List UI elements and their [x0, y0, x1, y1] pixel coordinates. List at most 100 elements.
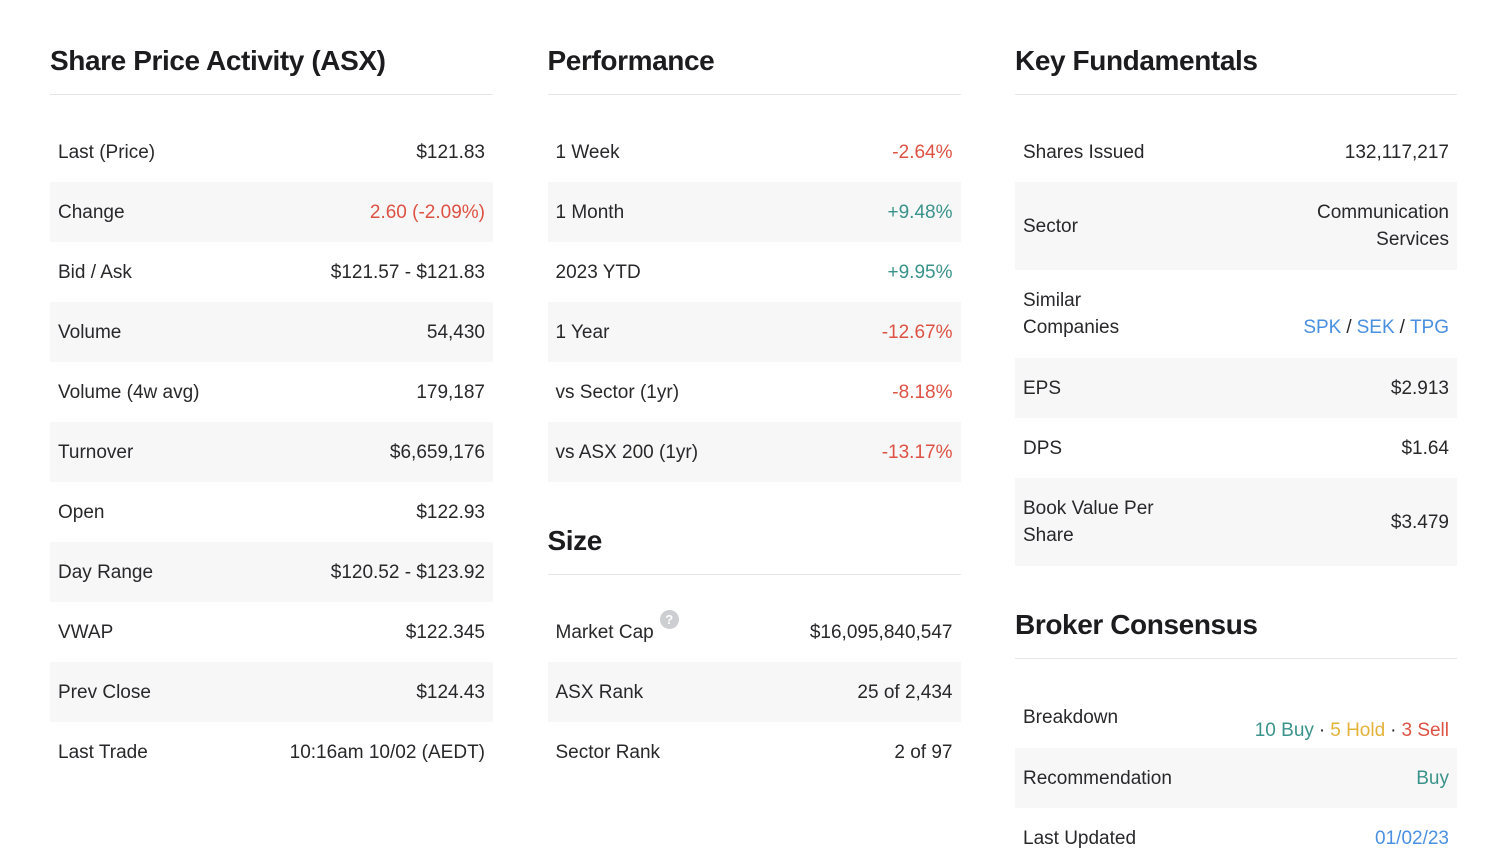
row-label: EPS — [1023, 377, 1062, 399]
share-price-activity-section: Share Price Activity (ASX) Last (Price) … — [50, 46, 493, 868]
row-value: $16,095,840,547 — [809, 621, 953, 643]
row-label: Recommendation — [1023, 767, 1172, 789]
row-2023-ytd: 2023 YTD +9.95% — [548, 242, 961, 302]
row-label: vs ASX 200 (1yr) — [555, 441, 699, 463]
row-value: $122.345 — [405, 621, 485, 643]
size-section: Size Market Cap? $16,095,840,547 ASX Ran… — [547, 526, 961, 782]
row-volume-4w-avg: Volume (4w avg) 179,187 — [50, 362, 493, 422]
row-value: Communication Services — [1317, 202, 1449, 250]
size-table: Market Cap? $16,095,840,547 ASX Rank 25 … — [547, 602, 961, 782]
row-breakdown: Breakdown 10 Buy · 5 Hold · 3 Sell — [1015, 686, 1457, 748]
row-value: 179,187 — [416, 381, 485, 403]
row-label: Book Value Per Share — [1023, 498, 1154, 546]
broker-consensus-title: Broker Consensus — [1015, 610, 1457, 659]
row-value: 54,430 — [426, 321, 485, 343]
row-label: Last Trade — [58, 741, 148, 763]
row-value: $120.52 - $123.92 — [330, 561, 485, 583]
row-vs-sector: vs Sector (1yr) -8.18% — [548, 362, 961, 422]
slash-separator: / — [1399, 317, 1405, 338]
row-value: $124.43 — [416, 681, 485, 703]
row-open: Open $122.93 — [50, 482, 493, 542]
help-icon[interactable]: ? — [659, 609, 679, 629]
row-label: 1 Week — [555, 141, 620, 163]
broker-consensus-section: Broker Consensus Breakdown 10 Buy · 5 Hold… — [1015, 610, 1457, 868]
row-vs-asx-200: vs ASX 200 (1yr) -13.17% — [547, 422, 961, 482]
row-value: +9.95% — [887, 261, 953, 283]
row-value: 10 Buy · 5 Hold · 3 Sell — [1255, 690, 1449, 744]
key-fundamentals-section: Key Fundamentals Shares Issued 132,117,2… — [1015, 46, 1457, 566]
row-value: 2.60 (-2.09%) — [369, 201, 485, 223]
row-value: $2.913 — [1390, 377, 1449, 399]
row-label: Breakdown — [1023, 706, 1119, 728]
row-label: Change — [58, 201, 125, 223]
row-asx-rank: ASX Rank 25 of 2,434 — [547, 662, 961, 722]
row-label: Volume — [58, 321, 122, 343]
row-label: Turnover — [58, 441, 134, 463]
row-book-value-per-share: Book Value Per Share $3.479 — [1015, 478, 1457, 566]
row-value: $6,659,176 — [389, 441, 485, 463]
row-value: -2.64% — [892, 141, 953, 163]
row-market-cap: Market Cap? $16,095,840,547 — [548, 602, 961, 662]
similar-company-link-tpg[interactable]: TPG — [1409, 317, 1449, 338]
row-shares-issued: Shares Issued 132,117,217 — [1015, 122, 1457, 182]
last-updated-link[interactable]: 01/02/23 — [1375, 827, 1449, 849]
market-cap-label: Market Cap — [555, 621, 654, 643]
row-label: Shares Issued — [1023, 141, 1145, 163]
breakdown-sell-count: 3 Sell — [1401, 720, 1449, 741]
key-fundamentals-table: Shares Issued 132,117,217 Sector Communi… — [1015, 122, 1457, 566]
row-value: $121.57 - $121.83 — [330, 261, 485, 283]
row-label: VWAP — [58, 621, 114, 643]
fundamentals-broker-column: Key Fundamentals Shares Issued 132,117,2… — [1015, 46, 1457, 868]
slash-separator: / — [1346, 317, 1352, 338]
row-value: 25 of 2,434 — [857, 681, 953, 703]
row-value: 2 of 97 — [894, 741, 953, 763]
similar-company-link-sek[interactable]: SEK — [1356, 317, 1395, 338]
size-title: Size — [547, 526, 961, 575]
row-label: Similar Companies — [1023, 290, 1120, 338]
performance-title: Performance — [547, 46, 961, 95]
row-value: $3.479 — [1390, 511, 1449, 533]
row-change: Change 2.60 (-2.09%) — [50, 182, 493, 242]
row-last-price: Last (Price) $121.83 — [50, 122, 493, 182]
row-volume: Volume 54,430 — [50, 302, 493, 362]
row-label: 1 Year — [555, 321, 610, 343]
row-label: Open — [58, 501, 105, 523]
row-value: -8.18% — [892, 381, 953, 403]
performance-table: 1 Week -2.64% 1 Month +9.48% 2023 YTD +9… — [547, 122, 961, 482]
share-price-activity-table: Last (Price) $121.83 Change 2.60 (-2.09%… — [50, 122, 493, 782]
recommendation-value: Buy — [1416, 767, 1449, 789]
row-label: Bid / Ask — [58, 261, 132, 283]
row-prev-close: Prev Close $124.43 — [50, 662, 493, 722]
row-label: Volume (4w avg) — [58, 381, 200, 403]
row-label: Prev Close — [58, 681, 151, 703]
performance-size-column: Performance 1 Week -2.64% 1 Month +9.48%… — [547, 46, 961, 868]
similar-company-link-spk[interactable]: SPK — [1303, 317, 1342, 338]
row-1-month: 1 Month +9.48% — [547, 182, 961, 242]
row-value: -12.67% — [881, 321, 953, 343]
row-value: -13.17% — [881, 441, 953, 463]
row-label: 2023 YTD — [555, 261, 641, 283]
row-label: Day Range — [58, 561, 154, 583]
row-bid-ask: Bid / Ask $121.57 - $121.83 — [50, 242, 493, 302]
row-last-trade: Last Trade 10:16am 10/02 (AEDT) — [50, 722, 493, 782]
row-recommendation: Recommendation Buy — [1015, 748, 1457, 808]
row-last-updated: Last Updated 01/02/23 — [1015, 808, 1457, 868]
breakdown-hold-count: 5 Hold — [1330, 720, 1386, 741]
row-label: 1 Month — [555, 201, 625, 223]
breakdown-buy-count: 10 Buy — [1254, 720, 1314, 741]
row-vwap: VWAP $122.345 — [50, 602, 493, 662]
row-day-range: Day Range $120.52 - $123.92 — [50, 542, 493, 602]
row-value: 10:16am 10/02 (AEDT) — [289, 741, 485, 763]
row-label: vs Sector (1yr) — [555, 381, 680, 403]
row-label: Sector Rank — [555, 741, 661, 763]
row-1-week: 1 Week -2.64% — [548, 122, 961, 182]
row-turnover: Turnover $6,659,176 — [50, 422, 493, 482]
broker-consensus-table: Breakdown 10 Buy · 5 Hold · 3 Sell Recommend… — [1015, 686, 1457, 868]
row-label: ASX Rank — [555, 681, 644, 703]
share-price-activity-title: Share Price Activity (ASX) — [50, 46, 493, 95]
row-label: DPS — [1023, 437, 1063, 459]
row-value: $1.64 — [1401, 437, 1449, 459]
row-value: 132,117,217 — [1344, 141, 1449, 163]
row-value: $122.93 — [416, 501, 485, 523]
row-sector: Sector Communication Services — [1015, 182, 1457, 270]
